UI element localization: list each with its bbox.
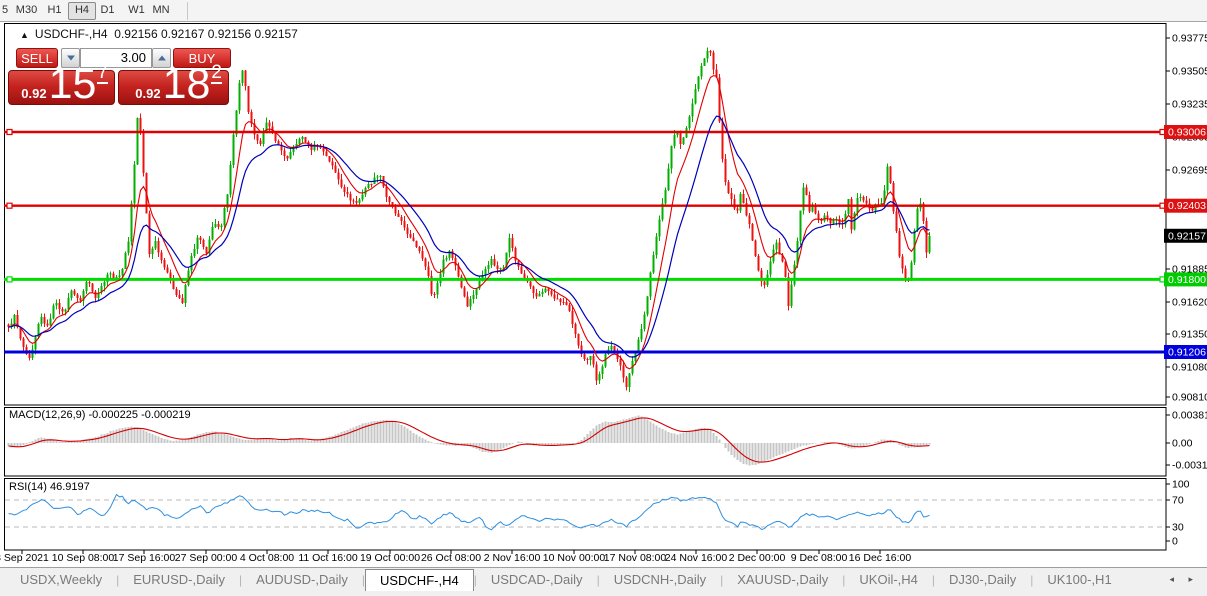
sell-price-pips: 15: [48, 60, 97, 108]
ohlc-high: 0.92167: [161, 27, 205, 41]
ohlc-low: 0.92156: [207, 27, 252, 41]
tab-separator: |: [116, 573, 120, 587]
timeframe-5[interactable]: 5: [1, 4, 9, 16]
svg-text:0.91620: 0.91620: [1172, 297, 1207, 309]
svg-text:0.92157: 0.92157: [1168, 230, 1206, 242]
tab-xauusd-daily[interactable]: XAUUSD-,Daily: [737, 572, 829, 587]
buy-price-pips: 18: [162, 60, 211, 108]
tab-audusd-daily[interactable]: AUDUSD-,Daily: [256, 572, 348, 587]
timeframe-H4[interactable]: H4: [68, 2, 96, 20]
svg-text:24 Nov 16:00: 24 Nov 16:00: [665, 552, 728, 564]
symbol-tabbar: USDX,Weekly | EURUSD-,Daily | AUDUSD-,Daily |…: [0, 567, 1207, 596]
tab-usdx-weekly[interactable]: USDX,Weekly: [20, 572, 103, 587]
svg-text:-0.003115: -0.003115: [1172, 460, 1207, 472]
svg-text:17 Nov 08:00: 17 Nov 08:00: [604, 552, 667, 564]
svg-text:4 Oct 08:00: 4 Oct 08:00: [240, 552, 294, 564]
tab-separator: |: [1030, 573, 1034, 587]
tab-uk100-h1[interactable]: UK100-,H1: [1047, 572, 1112, 587]
tab-separator: |: [842, 573, 846, 587]
svg-text:70: 70: [1172, 495, 1184, 507]
tab-separator: |: [596, 573, 600, 587]
svg-text:0.91800: 0.91800: [1168, 274, 1206, 286]
svg-text:17 Sep 16:00: 17 Sep 16:00: [113, 552, 176, 564]
svg-text:16 Dec 16:00: 16 Dec 16:00: [849, 552, 912, 564]
buy-price-box[interactable]: 0.92 18 2: [118, 60, 229, 108]
svg-text:0.92695: 0.92695: [1172, 165, 1207, 177]
volume-input[interactable]: 3.00: [80, 48, 152, 68]
tab-separator: |: [238, 573, 243, 587]
sell-price-big-figure: 0.92: [21, 86, 47, 101]
chevron-down-icon: [66, 55, 75, 61]
timeframe-H1[interactable]: H1: [47, 4, 62, 16]
svg-text:19 Oct 00:00: 19 Oct 00:00: [360, 552, 420, 564]
sell-price-box[interactable]: 0.92 15 7: [8, 60, 115, 108]
svg-text:0.003811: 0.003811: [1172, 410, 1207, 422]
tab-separator: |: [473, 573, 477, 587]
buy-price-big-figure: 0.92: [135, 86, 161, 101]
tab-usdcad-daily[interactable]: USDCAD-,Daily: [490, 572, 583, 587]
macd-label: MACD(12,26,9) -0.000225 -0.000219: [9, 409, 191, 421]
volume-increase-button[interactable]: [152, 48, 171, 68]
toolbar-separator: [187, 2, 188, 20]
tab-usdchf-h4[interactable]: USDCHF-,H4: [364, 569, 474, 591]
tab-ukoil-h4[interactable]: UKOil-,H4: [859, 572, 918, 587]
svg-text:0.91206: 0.91206: [1168, 346, 1206, 358]
svg-text:0.93775: 0.93775: [1172, 33, 1207, 45]
timeframe-M30[interactable]: M30: [15, 4, 38, 16]
svg-text:10 Nov 00:00: 10 Nov 00:00: [543, 552, 606, 564]
tab-dj30-daily[interactable]: DJ30-,Daily: [949, 572, 1017, 587]
volume-decrease-button[interactable]: [61, 48, 80, 68]
svg-text:0.91350: 0.91350: [1172, 329, 1207, 341]
timeframe-MN[interactable]: MN: [152, 4, 170, 16]
svg-text:2 Dec 00:00: 2 Dec 00:00: [729, 552, 786, 564]
svg-text:11 Oct 16:00: 11 Oct 16:00: [298, 552, 358, 564]
svg-text:0.93235: 0.93235: [1172, 99, 1207, 111]
svg-text:2 Nov 16:00: 2 Nov 16:00: [484, 552, 541, 564]
tab-usdcnh-daily[interactable]: USDCNH-,Daily: [613, 572, 707, 587]
svg-text:0.93006: 0.93006: [1168, 127, 1206, 139]
tab-separator: |: [361, 573, 365, 587]
rsi-label: RSI(14) 46.9197: [9, 481, 90, 493]
svg-text:0.00: 0.00: [1172, 438, 1193, 450]
timeframe-D1[interactable]: D1: [100, 4, 115, 16]
svg-text:0.90810: 0.90810: [1172, 392, 1207, 404]
svg-text:3 Sep 2021: 3 Sep 2021: [0, 552, 49, 564]
svg-text:0.91080: 0.91080: [1172, 362, 1207, 374]
chevron-up-icon: [157, 55, 166, 61]
ohlc-close: 0.92157: [254, 27, 298, 41]
buy-price-pipette: 2: [211, 62, 222, 84]
svg-text:30: 30: [1172, 522, 1184, 534]
tab-separator: |: [931, 573, 936, 587]
svg-text:10 Sep 08:00: 10 Sep 08:00: [52, 552, 115, 564]
svg-text:100: 100: [1172, 479, 1190, 491]
ohlc-open: 0.92156: [114, 27, 158, 41]
svg-text:9 Dec 08:00: 9 Dec 08:00: [791, 552, 848, 564]
svg-text:27 Sep 00:00: 27 Sep 00:00: [175, 552, 238, 564]
tab-scroll-arrows[interactable]: ◂ ▸: [1169, 574, 1199, 584]
buy-button[interactable]: BUY: [173, 48, 231, 68]
tab-separator: |: [720, 573, 724, 587]
svg-text:26 Oct 08:00: 26 Oct 08:00: [421, 552, 481, 564]
timeframe-W1[interactable]: W1: [128, 4, 145, 16]
symbol-name: USDCHF-,H4: [34, 27, 108, 41]
svg-text:0: 0: [1172, 536, 1178, 548]
svg-text:0.93505: 0.93505: [1172, 66, 1207, 78]
tab-eurusd-daily[interactable]: EURUSD-,Daily: [133, 572, 225, 587]
sell-button[interactable]: SELL: [16, 48, 58, 68]
collapse-triangle-icon[interactable]: ▲: [20, 30, 29, 40]
sell-price-pipette: 7: [97, 62, 108, 84]
svg-text:0.92403: 0.92403: [1168, 200, 1206, 212]
chart-ohlc-title: ▲ USDCHF-,H4 0.92156 0.92167 0.92156 0.92…: [20, 27, 298, 41]
timeframe-toolbar: 5 M30 H1 H4 D1 W1 MN: [0, 0, 1207, 22]
